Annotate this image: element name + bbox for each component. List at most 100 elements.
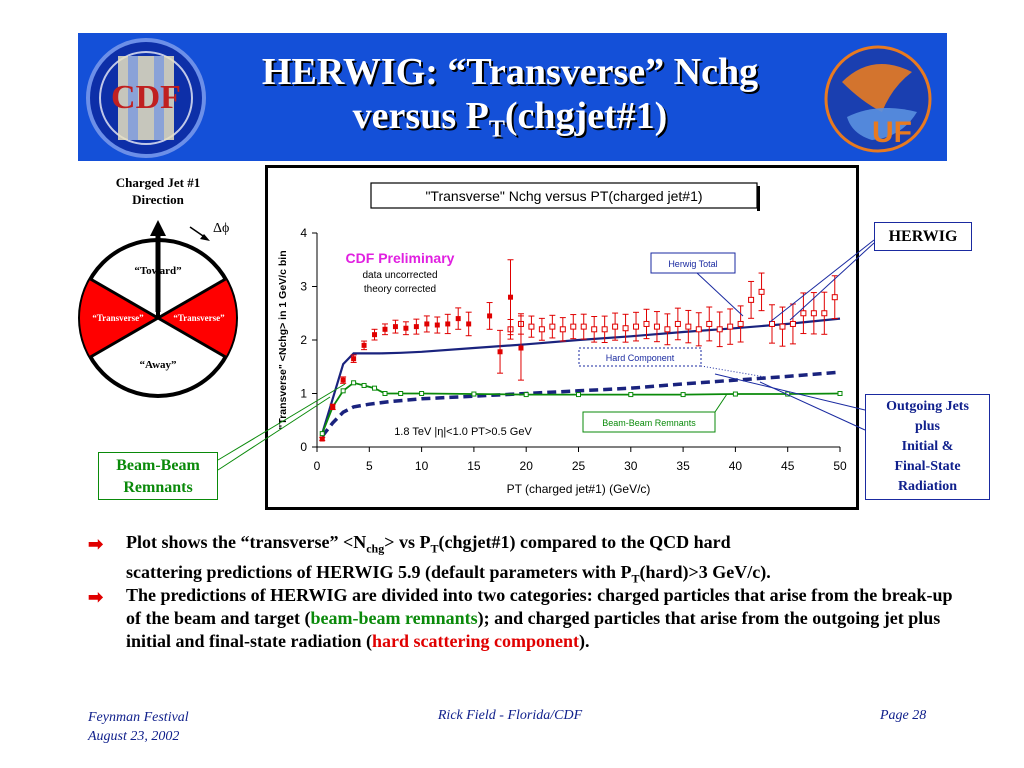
data-point-open [538, 326, 545, 333]
x-tick-label: 35 [676, 459, 690, 473]
beam-beam-point [471, 391, 477, 397]
hard-component-label: Hard Component [606, 353, 675, 363]
title-line-2: versus PT(chgjet#1) [180, 94, 840, 152]
data-point [518, 345, 524, 351]
slide-title: HERWIG: “Transverse” Nchg versus PT(chgj… [180, 50, 840, 152]
x-tick-label: 40 [729, 459, 743, 473]
data-point-open [810, 310, 817, 317]
outgoing-line-3: Initial & [901, 439, 954, 454]
beam-beam-point [398, 391, 404, 396]
jet-direction-label: Charged Jet #1 Direction [90, 174, 226, 208]
data-point-open [559, 326, 566, 333]
beam-beam-label: Beam-Beam Remnants [602, 418, 696, 428]
outgoing-line-2: plus [915, 419, 940, 434]
x-tick-label: 15 [467, 459, 481, 473]
data-point-open [821, 310, 828, 317]
bullet-1: ➡ Plot shows the “transverse” <Nchg> vs … [88, 531, 968, 590]
footer-date: August 23, 2002 [88, 729, 180, 744]
toward-label: “Toward” [134, 265, 181, 277]
data-point-open [737, 320, 744, 327]
beam-beam-callout: Beam-Beam Remnants [98, 452, 218, 500]
uf-logo-text: UF [872, 116, 912, 149]
data-point-open [727, 323, 734, 330]
data-point-open [612, 323, 619, 330]
y-axis-title: "Transverse" <Nchg> in 1 GeV/c bin [277, 250, 289, 429]
cuts-label: 1.8 TeV |η|<1.0 PT>0.5 GeV [394, 426, 532, 438]
data-point-open [674, 320, 681, 327]
delta-phi-label: Δϕ [213, 221, 229, 236]
beam-beam-point [351, 380, 357, 386]
x-tick-label: 0 [314, 459, 321, 473]
beam-beam-point [680, 392, 686, 398]
data-point-open [769, 320, 776, 327]
beam-beam-point [523, 392, 529, 398]
data-point-open [758, 288, 765, 295]
data-point-open [695, 326, 702, 333]
x-tick-label: 50 [833, 459, 847, 473]
herwig-callout: HERWIG [874, 222, 972, 251]
data-point [372, 332, 378, 338]
y-tick-label: 1 [300, 387, 307, 401]
outgoing-line-5: Radiation [897, 479, 958, 494]
data-point-open [570, 323, 577, 330]
data-point-open [622, 325, 629, 332]
title-line-2-post: (chgjet#1) [504, 95, 668, 137]
jet-direction-line-1: Charged Jet #1 [115, 175, 201, 190]
beam-beam-point [372, 385, 378, 391]
hard-component-line [320, 370, 841, 438]
theory-corrected-label: theory corrected [364, 284, 436, 295]
hard-component-pointer [700, 365, 766, 378]
cdf-logo: CDF [86, 38, 206, 158]
title-banner [78, 33, 947, 161]
data-point [361, 342, 367, 348]
bb-line-2: Remnants [123, 479, 193, 496]
cdf-logo-text: CDF [111, 79, 181, 116]
data-point-open [716, 326, 723, 333]
beam-beam-point [419, 391, 425, 396]
data-point-open [685, 323, 692, 330]
herwig-total-box [650, 252, 736, 274]
bullet-arrow-icon: ➡ [88, 534, 104, 554]
data-point-open [653, 323, 660, 330]
region-diagram: Δϕ “Toward” “Transverse” “Transverse” “A… [78, 220, 238, 398]
hard-component-box [578, 347, 702, 367]
bullet-2: ➡ The predictions of HERWIG are divided … [88, 584, 968, 653]
title-line-2-pre: versus P [352, 95, 489, 137]
cdf-preliminary-label: CDF Preliminary [346, 250, 455, 266]
uf-logo: UF [824, 45, 932, 153]
data-point [340, 377, 346, 383]
data-point [392, 324, 398, 330]
transverse-right-wedge [158, 279, 236, 357]
footer-left: Feynman Festival August 23, 2002 [88, 708, 189, 746]
chart-title: "Transverse" Nchg versus PT(charged jet#… [425, 188, 702, 204]
x-tick-label: 25 [572, 459, 586, 473]
data-point-open [549, 323, 556, 330]
data-point-open [643, 320, 650, 327]
data-point-open [633, 323, 640, 330]
beam-beam-box [582, 411, 716, 433]
herwig-total-label: Herwig Total [668, 259, 717, 269]
footer-event: Feynman Festival [88, 710, 189, 725]
data-point [445, 321, 451, 327]
data-point [413, 324, 419, 330]
data-point-open [789, 320, 796, 327]
bb-line-1: Beam-Beam [116, 457, 200, 474]
y-tick-label: 2 [300, 333, 307, 347]
chart-title-shadow [757, 186, 760, 211]
beam-beam-pointer [714, 393, 728, 413]
beam-beam-point [319, 431, 325, 437]
beam-beam-point [628, 392, 634, 398]
footer-page: Page 28 [880, 708, 927, 723]
data-point [330, 404, 336, 410]
data-point-open [831, 294, 838, 301]
herwig-total-pointer [696, 272, 744, 317]
jet-direction-line-2: Direction [132, 192, 184, 207]
chart: "Transverse" Nchg versus PT(charged jet#… [277, 182, 847, 496]
chart-title-box [370, 182, 758, 209]
data-point [497, 349, 503, 355]
data-point [434, 322, 440, 328]
beam-beam-point [361, 382, 367, 388]
data-point [508, 294, 514, 300]
outgoing-line-1: Outgoing Jets [886, 399, 969, 414]
